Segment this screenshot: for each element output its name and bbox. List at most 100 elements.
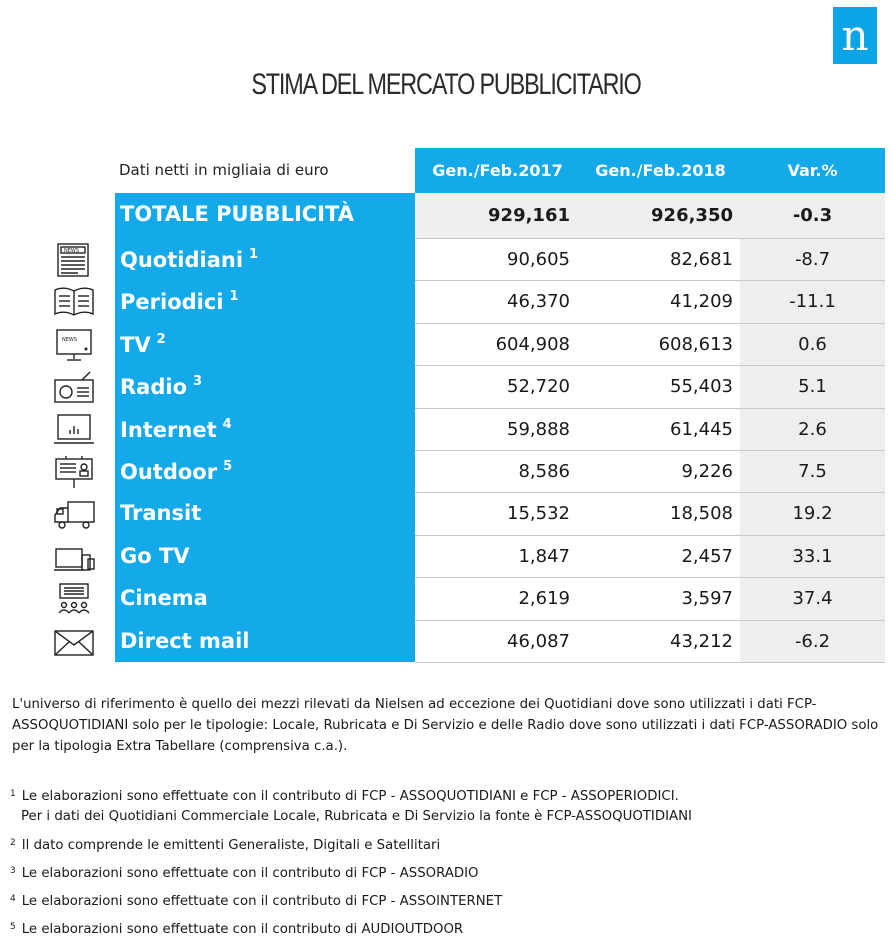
value-2018: 82,681 [670, 249, 733, 270]
footnote: 2 Il dato comprende le emittenti Generali… [10, 833, 440, 856]
row-label: Go TV [120, 544, 190, 568]
row-divider [415, 662, 885, 663]
billboard-icon [52, 454, 96, 490]
row-divider [415, 280, 885, 282]
value-2017: 2,619 [518, 588, 570, 610]
label-column-background [115, 193, 415, 662]
value-2017: 90,605 [507, 249, 570, 270]
footnote: 5 Le elaborazioni sono effettuate con il … [10, 917, 463, 940]
value-2018: 43,212 [670, 630, 733, 652]
row-label: Internet 4 [120, 417, 232, 442]
row-divider [415, 619, 885, 621]
value-2017: 46,087 [507, 630, 570, 652]
table-caption: Dati netti in migliaia di euro [119, 161, 329, 179]
footnote: 4 Le elaborazioni sono effettuate con il … [10, 889, 502, 912]
row-label: TV 2 [120, 332, 166, 357]
value-2018: 61,445 [670, 418, 733, 440]
svg-text:NEWS: NEWS [64, 248, 79, 254]
row-divider [415, 322, 885, 324]
reference-note: L'universo di riferimento è quello dei m… [12, 697, 879, 754]
header-variation: Var.% [787, 161, 838, 180]
value-variation: -6.2 [794, 630, 831, 652]
row-label-text: Periodici [120, 290, 224, 315]
total-row-background [415, 193, 885, 238]
value-variation: 19.2 [792, 503, 833, 525]
row-divider [415, 492, 885, 494]
value-2018: 3,597 [681, 588, 733, 610]
footnote-number: 5 [10, 922, 16, 932]
row-label-text: Direct mail [120, 628, 250, 653]
value-variation: 33.1 [792, 545, 833, 567]
value-variation: 37.4 [792, 588, 833, 610]
footnote-text: Le elaborazioni sono effettuate con il c… [21, 894, 503, 909]
total-2017: 929,161 [488, 205, 570, 226]
value-2017: 604,908 [495, 333, 570, 355]
value-2018: 608,613 [658, 333, 733, 355]
row-divider [415, 577, 885, 579]
footnote-text: Le elaborazioni sono effettuate con il c… [21, 789, 679, 804]
open-book-icon [52, 284, 96, 320]
value-2017: 8,586 [518, 461, 570, 482]
row-divider [415, 534, 885, 536]
footnote-number: 4 [10, 894, 16, 904]
row-divider [415, 450, 885, 451]
footnote-text: Le elaborazioni sono effettuate con il c… [21, 922, 464, 937]
svg-text:NEWS: NEWS [62, 337, 77, 343]
value-variation: -8.7 [794, 249, 831, 270]
header-row-background [415, 148, 885, 193]
row-label-text: Go TV [120, 543, 190, 568]
cinema-icon [52, 581, 96, 617]
value-2017: 15,532 [507, 503, 570, 525]
page-title: STIMA DEL MERCATO PUBBLICITARIO [251, 68, 642, 101]
row-label-text: Internet [120, 417, 217, 442]
total-2018: 926,350 [651, 205, 733, 226]
row-label: Radio 3 [120, 374, 202, 399]
value-2017: 59,888 [507, 418, 570, 440]
value-variation: 0.6 [798, 333, 827, 355]
value-2018: 18,508 [670, 503, 733, 525]
value-variation: 7.5 [798, 461, 827, 482]
row-label-text: TV [120, 332, 151, 357]
row-divider [415, 365, 885, 367]
value-variation: -11.1 [789, 291, 836, 313]
row-label: Cinema [120, 586, 208, 610]
value-variation: 5.1 [798, 376, 827, 398]
laptop-icon [52, 412, 96, 448]
row-label: Transit [120, 501, 201, 525]
footnote-marker: 5 [223, 459, 233, 474]
value-2018: 2,457 [681, 545, 733, 567]
row-divider [415, 407, 885, 409]
value-2018: 41,209 [670, 291, 733, 313]
row-label-text: Cinema [120, 586, 208, 611]
footnote-marker: 1 [229, 289, 239, 305]
row-label: Direct mail [120, 629, 249, 653]
footnote: Per i dati dei Quotidiani Commerciale Lo… [21, 806, 692, 827]
row-label-text: Radio [120, 375, 187, 400]
value-2017: 52,720 [507, 376, 570, 398]
envelope-icon [52, 624, 96, 660]
footnote-text: Per i dati dei Quotidiani Commerciale Lo… [21, 809, 692, 824]
value-2017: 46,370 [507, 291, 570, 313]
footnote-number: 3 [10, 866, 16, 876]
row-label: Periodici 1 [120, 289, 239, 314]
header-2017: Gen./Feb.2017 [432, 161, 563, 180]
devices-icon [52, 539, 96, 575]
truck-icon [52, 496, 96, 532]
footnote: 3 Le elaborazioni sono effettuate con il … [10, 861, 479, 884]
footnote-text: Le elaborazioni sono effettuate con il c… [21, 866, 479, 881]
value-2017: 1,847 [518, 545, 570, 567]
value-2018: 55,403 [670, 376, 733, 398]
footnote-marker: 3 [193, 374, 203, 390]
footnote: 1 Le elaborazioni sono effettuate con il … [10, 784, 679, 807]
value-variation: 2.6 [798, 418, 827, 440]
nielsen-logo: n [833, 7, 877, 64]
value-2018: 9,226 [681, 461, 733, 482]
footnote-marker: 1 [249, 247, 259, 262]
radio-icon [52, 369, 96, 405]
total-label: TOTALE PUBBLICITÀ [120, 202, 354, 226]
row-label-text: Transit [120, 501, 202, 526]
total-variation: -0.3 [792, 205, 833, 226]
row-label: Outdoor 5 [120, 459, 232, 484]
footnote-number: 1 [10, 789, 16, 799]
footnote-number: 2 [10, 838, 16, 848]
